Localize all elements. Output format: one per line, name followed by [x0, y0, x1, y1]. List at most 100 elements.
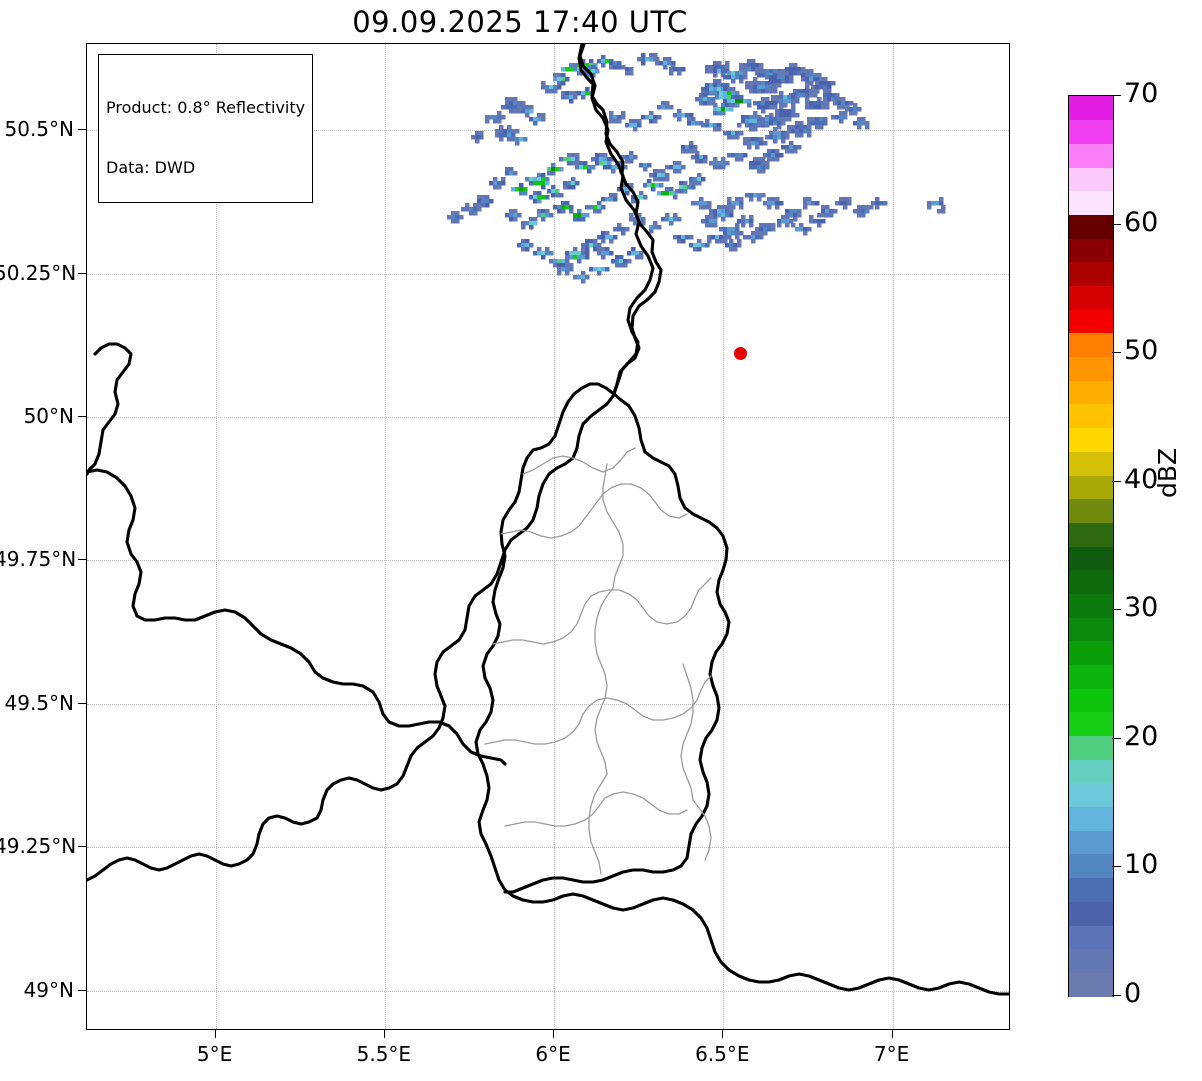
france-belgium-border-south — [87, 468, 507, 766]
national-borders — [87, 44, 663, 882]
colorbar-tick-4 — [1112, 480, 1121, 482]
radar-cell-86 — [521, 217, 538, 230]
radar-cell-87 — [505, 209, 522, 222]
radar-cell-14 — [517, 105, 534, 118]
colorbar-segment-6 — [1069, 830, 1113, 855]
colorbar-tick-6 — [1112, 223, 1121, 225]
ytick-label-2: 50°N — [23, 403, 74, 428]
radar-cell-21 — [723, 71, 748, 84]
gridline-vertical-0 — [215, 44, 217, 1029]
xtick-mark-0 — [214, 1030, 216, 1038]
colorbar-segment-13 — [1069, 664, 1113, 689]
radar-cell-122 — [611, 255, 632, 268]
germany-belgium-border — [578, 44, 655, 396]
xtick-label-4: 7°E — [873, 1042, 910, 1066]
colorbar-segment-24 — [1069, 403, 1113, 429]
radar-cell-18 — [511, 137, 528, 146]
radar-cell-112 — [565, 247, 590, 264]
radar-cell-96 — [835, 197, 852, 210]
radar-cell-10 — [669, 67, 686, 76]
colorbar-segment-31 — [1069, 238, 1113, 263]
radar-site-marker[interactable] — [733, 347, 747, 361]
radar-cell-85 — [537, 209, 554, 222]
radar-cell-68 — [525, 173, 550, 190]
radar-map-plot[interactable] — [86, 43, 1010, 1030]
product-info-line-2: Data: DWD — [106, 158, 196, 177]
radar-cell-127 — [927, 197, 944, 210]
luxembourg-cantons — [484, 447, 712, 875]
radar-cell-16 — [485, 111, 506, 124]
colorbar-segment-27 — [1069, 332, 1113, 358]
ytick-label-5: 49.25°N — [0, 834, 77, 859]
radar-cell-60 — [649, 169, 670, 182]
ytick-mark-1 — [78, 272, 86, 274]
gridline-vertical-4 — [892, 44, 894, 1029]
radar-cell-128 — [937, 205, 946, 214]
radar-cell-66 — [559, 153, 580, 166]
colorbar-segment-25 — [1069, 380, 1113, 405]
radar-cell-28 — [695, 93, 716, 106]
colorbar-tick-label-4: 40 — [1124, 463, 1159, 495]
radar-cell-59 — [665, 161, 686, 174]
colorbar-segment-18 — [1069, 546, 1113, 571]
radar-cell-19 — [471, 131, 484, 144]
ytick-mark-2 — [78, 415, 86, 417]
colorbar-title: dBZ — [1153, 447, 1182, 498]
radar-cell-54 — [709, 157, 730, 170]
radar-cell-114 — [533, 247, 554, 260]
radar-cell-77 — [675, 181, 696, 194]
radar-cell-116 — [673, 235, 694, 244]
colorbar-segment-20 — [1069, 498, 1113, 523]
map-borders-layer — [87, 44, 1009, 996]
gridline-horizontal-4 — [87, 703, 1009, 705]
gridline-horizontal-2 — [87, 416, 1009, 418]
radar-cell-47 — [723, 131, 744, 140]
radar-cell-125 — [573, 271, 590, 284]
map-canvas — [87, 44, 1009, 1029]
radar-cell-113 — [549, 255, 570, 268]
ytick-label-3: 49.75°N — [0, 547, 77, 572]
radar-cell-65 — [575, 161, 596, 174]
colorbar-segment-2 — [1069, 924, 1113, 950]
radar-cell-104 — [791, 223, 812, 236]
xtick-mark-4 — [891, 1030, 893, 1038]
colorbar-tick-label-7: 70 — [1124, 78, 1159, 109]
radar-cell-61 — [639, 163, 652, 172]
colorbar-tick-label-1: 10 — [1124, 849, 1159, 881]
map-vector-layer — [87, 44, 946, 882]
radar-cell-83 — [569, 209, 590, 222]
colorbar-segment-37 — [1069, 96, 1113, 121]
reflectivity-colorbar[interactable] — [1068, 95, 1114, 997]
radar-cell-15 — [529, 113, 546, 126]
colorbar-segment-28 — [1069, 309, 1113, 334]
ytick-label-1: 50.25°N — [0, 260, 77, 285]
radar-cell-134 — [657, 101, 674, 110]
radar-cell-43 — [807, 117, 828, 130]
colorbar-segment-22 — [1069, 451, 1113, 476]
gridline-vertical-2 — [554, 44, 556, 1029]
ytick-mark-4 — [78, 702, 86, 704]
colorbar-tick-label-6: 60 — [1124, 206, 1159, 238]
radar-cell-88 — [691, 197, 712, 210]
radar-cell-67 — [547, 163, 564, 176]
radar-cell-81 — [601, 193, 618, 202]
radar-cell-94 — [803, 197, 820, 210]
radar-cell-118 — [707, 235, 728, 244]
ytick-label-4: 49.5°N — [4, 690, 75, 715]
radar-cell-55 — [727, 153, 748, 162]
radar-cell-50 — [845, 103, 862, 116]
page-title: 09.09.2025 17:40 UTC — [352, 5, 688, 39]
xtick-label-1: 5.5°E — [356, 1042, 412, 1066]
radar-cell-36 — [753, 97, 778, 114]
radar-cell-111 — [581, 239, 602, 252]
colorbar-tick-label-3: 30 — [1124, 592, 1159, 624]
radar-cell-71 — [547, 185, 564, 198]
colorbar-tick-label-2: 20 — [1124, 720, 1159, 752]
gridline-vertical-1 — [384, 44, 386, 1029]
radar-cell-132 — [673, 109, 694, 122]
ytick-label-6: 49°N — [23, 977, 74, 1002]
radar-cell-39 — [775, 105, 800, 122]
radar-cell-123 — [627, 247, 644, 260]
gridline-horizontal-5 — [87, 847, 1009, 849]
colorbar-segment-14 — [1069, 640, 1113, 666]
